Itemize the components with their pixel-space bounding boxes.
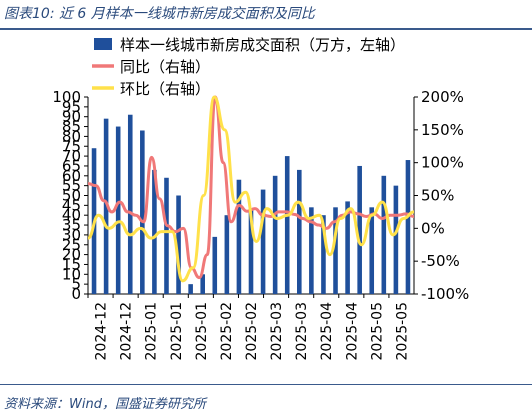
bar-mark [248,209,254,294]
left-tick-label: 25 [62,236,81,254]
left-tick-label: 15 [62,255,81,273]
left-tick-label: 100 [52,88,81,106]
bar-mark [357,165,362,294]
left-tick-label: 55 [62,177,81,195]
bar-mark [152,169,157,294]
x-tick-label: 2025-01 [194,302,210,361]
bar-mark [345,201,350,294]
bar-mark [381,175,387,294]
bar-mark [176,195,181,294]
left-tick-label: 85 [62,118,81,136]
right-tick-label: 100% [421,154,464,172]
x-tick-label: 2025-02 [219,302,235,361]
x-tick-label: 2025-05 [394,302,410,361]
left-tick-label: 65 [62,157,81,175]
x-tick-label: 2025-05 [369,302,385,361]
left-tick-label: 95 [62,98,81,116]
right-tick-label: 0% [421,219,445,237]
legend-yoy-label: 同比（右轴） [120,58,210,76]
x-tick-label: 2024-12 [94,302,110,361]
bar-mark [333,207,338,294]
bar-mark [272,175,278,294]
legend-bar-area-label: 样本一线城市新房成交面积（万方，左轴） [120,36,405,54]
right-tick-label: 150% [421,121,464,139]
left-tick-label: 45 [62,196,81,214]
left-tick-label: 50 [62,187,81,205]
chart: 0510152025303540455055606570758085909510… [52,36,469,361]
bar-mark [103,118,109,294]
left-tick-label: 35 [62,216,81,234]
left-tick-label: 60 [62,167,81,185]
bar-mark [321,215,326,294]
legend-mom-label: 环比（右轴） [120,80,210,98]
bar-mark [200,274,205,294]
source-note: 资料来源：Wind，国盛证券研究所 [4,397,206,412]
right-tick-label: 200% [421,88,464,106]
x-tick-label: 2025-01 [169,302,185,361]
figure-title-bar: 图表10: 近 6 月样本一线城市新房成交面积及同比 [0,0,532,30]
bar-mark [140,130,145,294]
bar-mark [260,189,266,294]
left-tick-label: 30 [62,226,81,244]
bar-mark [393,185,399,294]
bar-mark [224,215,230,294]
bar-mark [236,179,242,294]
bar-mark [127,114,133,294]
left-tick-label: 0 [71,285,81,303]
x-tick-label: 2025-01 [144,302,160,361]
x-tick-label: 2025-02 [244,302,260,361]
yoy-line [87,95,415,280]
bar-mark [164,177,169,294]
bar-mark [405,160,411,294]
left-tick-label: 20 [62,246,81,264]
bar-mark [284,156,290,294]
bar-mark [369,207,375,294]
left-tick-label: 75 [62,137,81,155]
bar-mark [297,169,302,294]
bar-mark [188,284,193,294]
right-tick-label: -100% [421,285,469,303]
left-tick-label: 80 [62,127,81,145]
x-tick-label: 2025-04 [344,302,360,361]
right-tick-label: 50% [421,187,454,205]
left-tick-label: 70 [62,147,81,165]
left-tick-label: 40 [62,206,81,224]
x-tick-label: 2025-03 [294,302,310,361]
source-bar: 资料来源：Wind，国盛证券研究所 [0,384,532,416]
bar-mark [309,207,314,294]
x-tick-label: 2025-04 [319,302,335,361]
bar-mark [115,126,121,294]
left-tick-label: 10 [62,265,81,283]
mom-line [87,95,415,283]
figure-title: 图表10: 近 6 月样本一线城市新房成交面积及同比 [4,6,315,22]
legend-bar-area-swatch [94,38,112,50]
x-tick-label: 2025-03 [269,302,285,361]
left-tick-label: 90 [62,108,81,126]
left-tick-label: 5 [71,275,81,293]
bar-mark [212,236,218,294]
right-tick-label: -50% [421,252,460,270]
x-tick-label: 2024-12 [119,302,135,361]
